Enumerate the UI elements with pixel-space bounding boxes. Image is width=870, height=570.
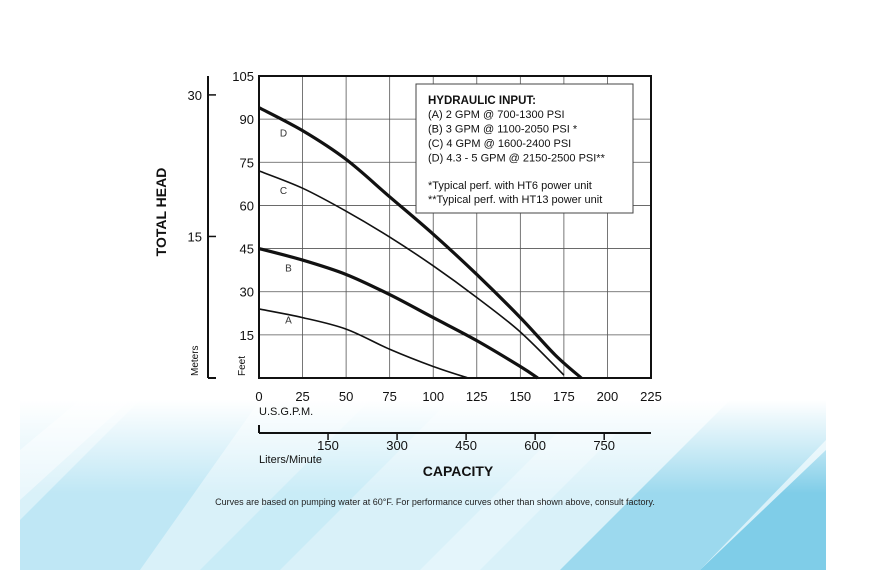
y2-tick-label: 30: [188, 88, 202, 103]
plot-frame: [258, 75, 652, 379]
series-line-a: [258, 308, 469, 379]
x-tick-label: 150: [509, 389, 531, 404]
y-tick-label: 15: [240, 328, 254, 343]
series-label-b: B: [285, 264, 292, 275]
x-tick-label: 75: [382, 389, 396, 404]
legend-box: [415, 83, 634, 214]
legend-entry: (C) 4 GPM @ 1600-2400 PSI: [428, 138, 571, 150]
series-label-a: A: [285, 315, 292, 326]
x-tick-label: 125: [466, 389, 488, 404]
y-unit-primary: Feet: [237, 356, 248, 376]
x-axis-title: CAPACITY: [423, 463, 494, 479]
x-tick-label: 200: [597, 389, 619, 404]
y-axis-title: TOTAL HEAD: [153, 168, 169, 257]
series-label-c: C: [280, 186, 287, 197]
x2-tick-label: 600: [524, 438, 546, 453]
y-tick-label: 105: [232, 69, 254, 84]
x-unit-secondary: Liters/Minute: [259, 454, 322, 466]
y2-tick-label: 15: [188, 229, 202, 244]
legend-note: **Typical perf. with HT13 power unit: [428, 194, 602, 206]
x2-tick-label: 150: [317, 438, 339, 453]
y-tick-label: 45: [240, 242, 254, 257]
x-tick-label: 50: [339, 389, 353, 404]
series-label-d: D: [280, 128, 287, 139]
y-unit-secondary: Meters: [190, 345, 201, 376]
legend-entry: (A) 2 GPM @ 700-1300 PSI: [428, 109, 565, 121]
x-unit-primary: U.S.G.P.M.: [259, 406, 313, 418]
series-line-d: [258, 106, 583, 380]
series-line-b: [258, 247, 539, 380]
legend-title: HYDRAULIC INPUT:: [428, 95, 536, 107]
x2-tick-label: 750: [593, 438, 615, 453]
legend-entry: (B) 3 GPM @ 1100-2050 PSI *: [428, 124, 578, 136]
y-tick-label: 90: [240, 112, 254, 127]
x2-tick-label: 300: [386, 438, 408, 453]
x-tick-label: 0: [255, 389, 262, 404]
x-tick-label: 100: [422, 389, 444, 404]
series-line-c: [258, 170, 565, 376]
y-tick-label: 60: [240, 198, 254, 213]
x-tick-label: 175: [553, 389, 575, 404]
y-tick-label: 30: [240, 285, 254, 300]
footnote: Curves are based on pumping water at 60°…: [215, 497, 655, 507]
legend-entry: (D) 4.3 - 5 GPM @ 2150-2500 PSI**: [428, 153, 606, 165]
x2-tick-label: 450: [455, 438, 477, 453]
y-tick-label: 75: [240, 155, 254, 170]
x-tick-label: 225: [640, 389, 662, 404]
legend-note: *Typical perf. with HT6 power unit: [428, 180, 592, 192]
x-tick-label: 25: [295, 389, 309, 404]
